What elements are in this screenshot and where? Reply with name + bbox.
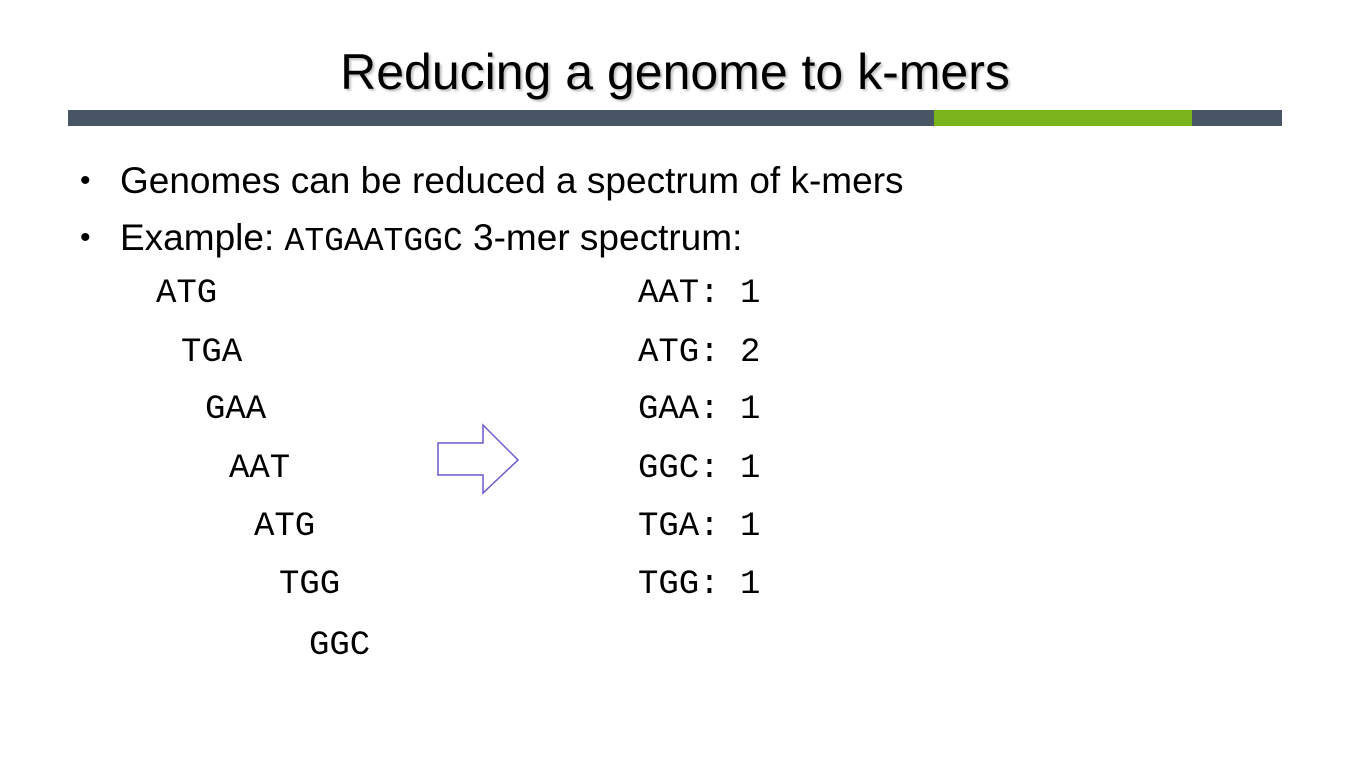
spectrum-item: TGG: 1 — [638, 566, 761, 604]
title-divider-accent — [934, 110, 1192, 126]
bullet-item: • Example: ATGAATGGC 3-mer spectrum: — [80, 209, 904, 270]
bullet-list: • Genomes can be reduced a spectrum of k… — [80, 152, 904, 270]
bullet-text: Genomes can be reduced a spectrum of k-m… — [120, 160, 904, 201]
bullet-dot: • — [80, 164, 91, 197]
kmer-item: GGC — [309, 627, 371, 665]
spectrum-item: GAA: 1 — [638, 391, 761, 429]
bullet-text-suffix: 3-mer spectrum: — [462, 217, 743, 258]
kmer-item: TGG — [279, 566, 341, 604]
spectrum-item: AAT: 1 — [638, 275, 761, 313]
spectrum-item: GGC: 1 — [638, 450, 761, 488]
spectrum-item: TGA: 1 — [638, 508, 761, 546]
kmer-item: ATG — [156, 275, 218, 313]
kmer-item: TGA — [181, 334, 243, 372]
right-arrow-icon — [437, 423, 520, 495]
kmer-item: AAT — [229, 450, 291, 488]
spectrum-item: ATG: 2 — [638, 334, 761, 372]
kmer-item: GAA — [205, 391, 267, 429]
bullet-item: • Genomes can be reduced a spectrum of k… — [80, 152, 904, 209]
genome-sequence: ATGAATGGC — [284, 223, 463, 260]
kmer-item: ATG — [254, 508, 316, 546]
slide-title: Reducing a genome to k-mers — [340, 44, 1010, 100]
bullet-dot: • — [80, 221, 91, 254]
bullet-text-prefix: Example: — [120, 217, 285, 258]
